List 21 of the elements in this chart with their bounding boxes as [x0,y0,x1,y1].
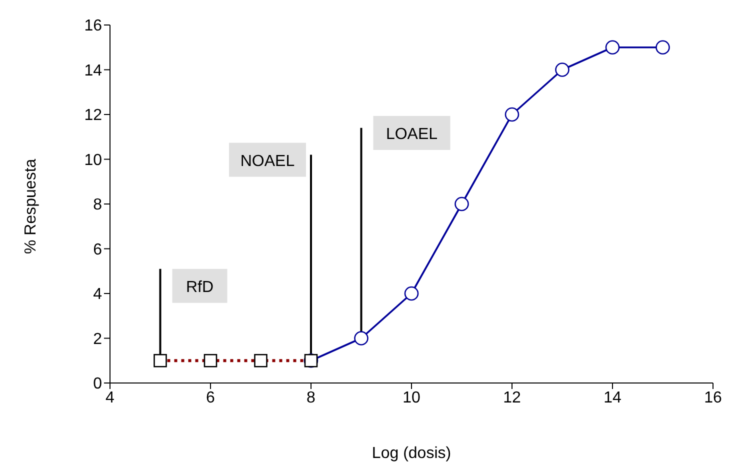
annotation: RfD [186,278,214,296]
y-tick-label: 8 [93,196,102,214]
y-tick-label: 10 [84,152,102,169]
x-tick-label: 8 [306,389,316,406]
x-tick-label: 12 [503,389,521,406]
x-tick-label: 10 [402,389,420,406]
annotation: NOAEL [240,152,295,170]
y-tick-label: 2 [93,330,102,348]
x-tick-label: 14 [604,389,622,406]
x-tick-label: 4 [106,389,115,406]
y-tick-label: 16 [84,18,102,35]
y-tick-label: 4 [93,286,102,304]
x-axis-title: Log (dosis) [372,445,452,462]
annotation: LOAEL [386,126,438,143]
y-tick-label: 14 [84,62,102,80]
x-tick-label: 6 [206,389,216,406]
y-tick-label: 6 [93,241,102,258]
y-axis-title: % Respuesta [22,158,40,254]
y-tick-label: 0 [93,376,102,393]
y-tick-label: 12 [84,107,102,124]
x-tick-label: 16 [704,389,722,406]
